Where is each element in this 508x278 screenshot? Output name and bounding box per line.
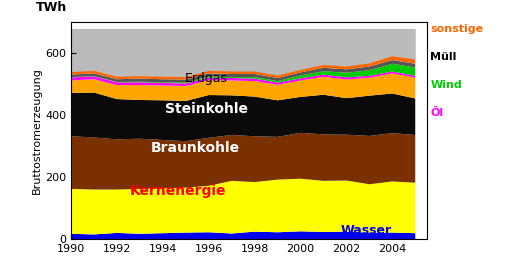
Text: Steinkohle: Steinkohle — [165, 102, 248, 116]
Text: Erdgas: Erdgas — [185, 72, 228, 85]
Text: Wasser: Wasser — [341, 224, 392, 237]
Text: TWh: TWh — [36, 1, 67, 14]
Y-axis label: Bruttostromerzeugung: Bruttostromerzeugung — [33, 67, 42, 194]
Text: Kernenergie: Kernenergie — [130, 184, 226, 198]
Text: Wind: Wind — [430, 80, 462, 90]
Text: Öl: Öl — [430, 108, 443, 118]
Text: sonstige: sonstige — [430, 24, 484, 34]
Text: Braunkohle: Braunkohle — [151, 141, 240, 155]
Text: Müll: Müll — [430, 52, 457, 62]
